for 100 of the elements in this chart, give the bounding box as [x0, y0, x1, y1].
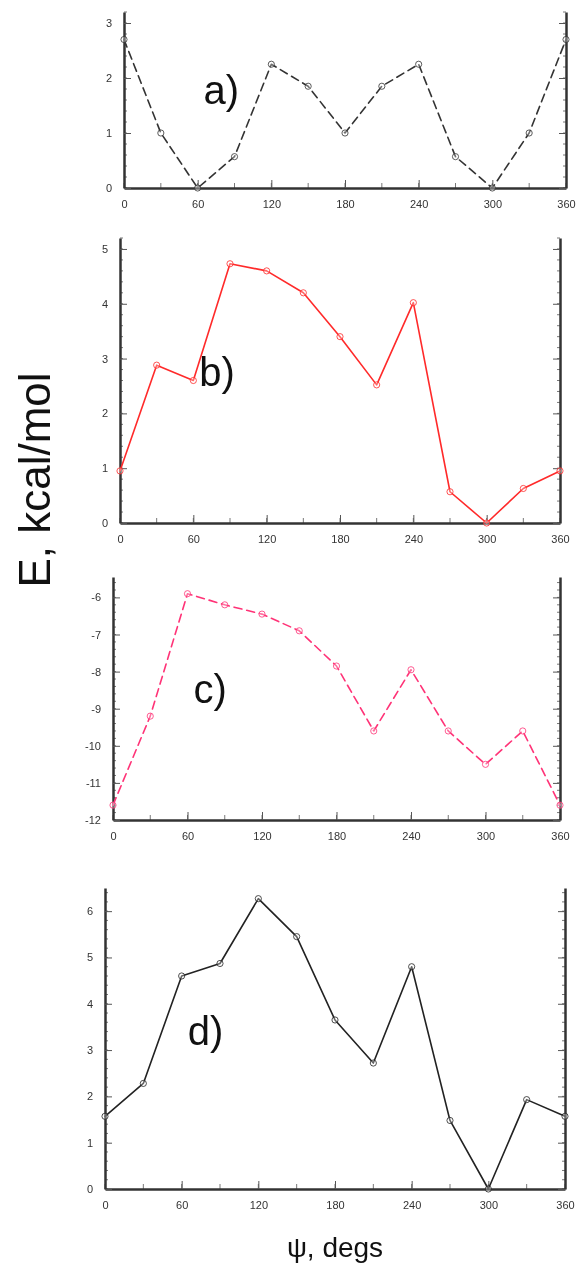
y-tick-label: 0	[101, 517, 108, 530]
y-tick-label: -12	[85, 814, 101, 827]
x-axis-title: ψ, degs	[286, 1232, 384, 1263]
x-tick-label: 300	[476, 829, 496, 842]
point	[116, 467, 124, 475]
point	[139, 1079, 147, 1087]
point	[556, 467, 564, 475]
y-tick-label: 2	[105, 72, 112, 85]
point	[184, 590, 191, 598]
x-tick-label: 60	[181, 829, 195, 842]
annotation: a)	[203, 67, 240, 112]
point	[407, 666, 415, 674]
point	[267, 60, 275, 68]
point	[444, 727, 452, 735]
point	[561, 1112, 569, 1120]
point	[562, 36, 570, 43]
point	[446, 488, 454, 496]
point	[341, 129, 349, 137]
x-tick-label: 120	[249, 1198, 269, 1211]
y-tick-label: 1	[105, 127, 112, 140]
point	[258, 610, 266, 618]
x-tick-label: 300	[477, 532, 497, 545]
y-tick-label: -8	[91, 665, 101, 678]
x-tick-label: 180	[331, 532, 350, 545]
point	[254, 895, 262, 903]
x-tick-label: 360	[551, 532, 570, 545]
point	[120, 36, 128, 43]
point	[333, 662, 340, 670]
annotation: d)	[187, 1008, 224, 1053]
point	[373, 381, 381, 389]
x-tick-label: 300	[483, 197, 503, 210]
x-tick-label: 360	[556, 1198, 575, 1211]
x-tick-label: 0	[117, 532, 124, 545]
y-tick-label: 6	[86, 905, 93, 918]
y-tick-label: 3	[86, 1044, 93, 1057]
x-tick-label: 180	[336, 197, 355, 210]
point	[525, 129, 533, 137]
point	[519, 727, 527, 735]
point	[409, 299, 417, 307]
point	[293, 933, 301, 941]
point	[189, 377, 197, 384]
point	[369, 1059, 377, 1067]
point	[336, 333, 344, 341]
x-tick-label: 60	[187, 532, 200, 545]
point	[101, 1112, 109, 1120]
y-tick-label: 5	[86, 951, 93, 964]
y-tick-label: -9	[91, 702, 101, 715]
x-tick-label: 240	[402, 829, 421, 842]
annotation: b)	[199, 350, 235, 395]
x-tick-label: 240	[402, 1198, 422, 1211]
point	[370, 727, 378, 735]
point	[157, 129, 165, 137]
point	[482, 760, 489, 768]
point	[304, 82, 312, 90]
x-tick-label: 0	[121, 197, 128, 210]
y-tick-label: 3	[101, 352, 108, 365]
y-tick-label: 0	[86, 1183, 93, 1196]
y-tick-label: 1	[86, 1136, 93, 1149]
y-tick-label: -11	[85, 776, 101, 789]
point	[523, 1096, 531, 1104]
x-tick-label: 360	[557, 197, 576, 210]
point	[519, 484, 527, 492]
point	[295, 627, 303, 635]
x-tick-label: 300	[479, 1198, 499, 1211]
point	[216, 960, 224, 967]
y-tick-label: 5	[101, 242, 108, 255]
point	[446, 1116, 454, 1124]
x-tick-label: 180	[326, 1198, 345, 1211]
y-tick-label: 2	[101, 407, 108, 420]
point	[331, 1016, 339, 1024]
line-series	[109, 590, 564, 809]
x-tick-label: 60	[176, 1198, 189, 1211]
x-tick-label: 240	[409, 197, 429, 210]
y-tick-label: -6	[91, 591, 101, 604]
point	[378, 82, 386, 90]
y-tick-label: 0	[105, 182, 112, 195]
point	[263, 267, 271, 275]
y-tick-label: 1	[101, 462, 108, 475]
x-tick-label: 120	[257, 532, 277, 545]
point	[153, 361, 161, 369]
y-tick-label: 2	[86, 1090, 93, 1103]
x-tick-label: 60	[192, 197, 205, 210]
point	[178, 972, 186, 980]
x-tick-label: 120	[262, 197, 282, 210]
point	[452, 153, 459, 161]
point	[415, 60, 423, 68]
point	[146, 712, 154, 720]
point	[408, 963, 416, 971]
y-tick-label: 4	[86, 997, 93, 1010]
annotation: c)	[193, 667, 227, 712]
y-tick-label: -7	[91, 628, 101, 641]
point	[221, 601, 229, 609]
y-axis-title: E, kcal/mol	[10, 372, 59, 588]
point	[299, 289, 307, 297]
y-tick-label: -10	[85, 739, 101, 752]
x-tick-label: 360	[551, 829, 570, 842]
x-tick-label: 240	[404, 532, 424, 545]
x-tick-label: 120	[253, 829, 272, 842]
point	[231, 153, 238, 161]
x-tick-label: 180	[327, 829, 347, 842]
